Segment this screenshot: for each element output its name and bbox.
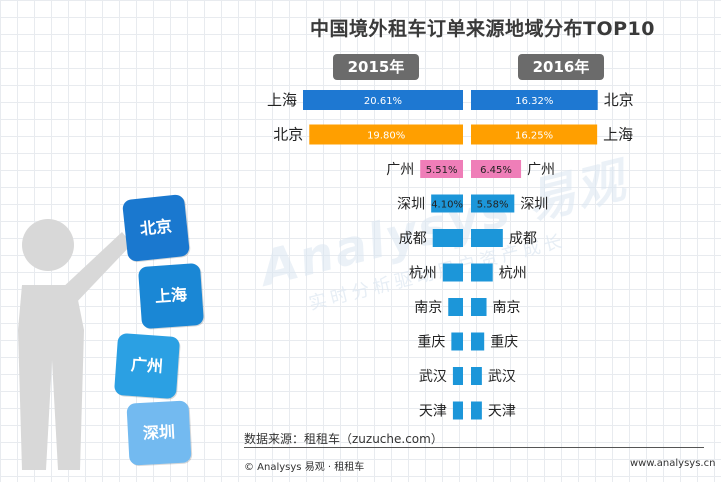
- category-label-2016-2: 上海: [603, 126, 633, 144]
- category-label-2016-3: 广州: [527, 162, 555, 178]
- category-label-2015-2: 北京: [273, 126, 303, 144]
- bar-2015-6: [442, 263, 463, 282]
- footer-divider: [244, 447, 704, 448]
- bar-2015-2: [309, 124, 463, 145]
- category-label-2015-1: 上海: [267, 91, 297, 109]
- value-label-2016-4: 5.58%: [477, 200, 509, 211]
- figure-body: [18, 285, 84, 470]
- category-label-2015-4: 深圳: [397, 197, 425, 213]
- category-label-2016-1: 北京: [604, 91, 634, 109]
- bar-2016-2: [471, 124, 598, 145]
- value-label-2016-1: 16.32%: [515, 96, 553, 107]
- year-2016-badge: 2016年: [518, 54, 604, 80]
- category-label-2016-10: 天津: [488, 404, 516, 420]
- bar-2015-5: [432, 229, 463, 247]
- bar-2015-10: [452, 401, 463, 420]
- bar-2016-7: [471, 298, 487, 316]
- bar-2016-5: [471, 229, 503, 247]
- value-label-2016-3: 6.45%: [480, 165, 512, 176]
- category-label-2015-9: 武汉: [419, 369, 447, 385]
- bar-2015-8: [451, 332, 463, 351]
- bar-2015-1: [303, 90, 463, 110]
- figure-arm: [60, 232, 132, 305]
- footer-copyright: © Analysys 易观 · 租租车: [244, 462, 365, 473]
- category-label-2015-7: 南京: [414, 300, 442, 316]
- category-label-2015-3: 广州: [386, 162, 414, 178]
- value-label-2015-1: 20.61%: [364, 96, 402, 107]
- bar-2015-7: [448, 298, 463, 316]
- bar-2016-9: [471, 367, 482, 385]
- bar-2016-1: [471, 90, 598, 110]
- figure-head: [22, 219, 74, 271]
- value-label-2016-2: 16.25%: [515, 131, 553, 142]
- value-label-2015-2: 19.80%: [367, 131, 405, 142]
- category-label-2015-10: 天津: [419, 404, 447, 420]
- bar-2016-6: [471, 263, 493, 282]
- category-label-2016-6: 杭州: [499, 266, 527, 282]
- year-2015-badge: 2015年: [333, 54, 419, 80]
- category-label-2015-6: 杭州: [409, 266, 437, 282]
- data-source: 数据来源：租租车（zuzuche.com）: [244, 432, 443, 446]
- bar-2015-3: [420, 160, 463, 178]
- category-label-2016-5: 成都: [509, 231, 537, 247]
- category-label-2015-8: 重庆: [417, 335, 445, 351]
- bar-2016-3: [471, 160, 522, 178]
- category-label-2015-5: 成都: [399, 231, 427, 247]
- chart-title: 中国境外租车订单来源地域分布TOP10: [310, 18, 655, 40]
- footer-url: www.analysys.cn: [630, 458, 716, 469]
- value-label-2015-3: 5.51%: [426, 165, 458, 176]
- value-label-2015-4: 4.10%: [431, 200, 463, 211]
- bar-2016-4: [471, 194, 515, 213]
- category-label-2016-4: 深圳: [520, 197, 548, 213]
- category-label-2016-8: 重庆: [490, 335, 518, 351]
- bar-2015-9: [452, 367, 463, 385]
- category-label-2016-9: 武汉: [488, 369, 516, 385]
- bar-2015-4: [431, 194, 463, 213]
- category-label-2016-7: 南京: [493, 300, 521, 316]
- bar-2016-10: [471, 401, 482, 420]
- bar-2016-8: [471, 332, 485, 351]
- stick-figure-illustration: [18, 219, 132, 470]
